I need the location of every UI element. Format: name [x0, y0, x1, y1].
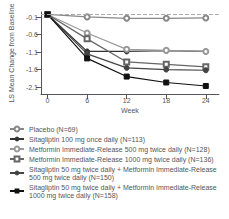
svg-text:6: 6	[85, 97, 89, 104]
svg-text:Placebo (N=69): Placebo (N=69)	[29, 126, 78, 134]
svg-text:Sitagliptin 100 mg once daily: Sitagliptin 100 mg once daily (N=113)	[29, 136, 145, 144]
svg-text:24: 24	[202, 97, 210, 104]
svg-text:-1.6: -1.6	[26, 66, 38, 73]
svg-text:-1.1: -1.1	[26, 49, 38, 56]
svg-text:18: 18	[162, 97, 170, 104]
svg-text:Sitagliptin 50 mg twice daily: Sitagliptin 50 mg twice daily + Metformi…	[29, 184, 219, 192]
svg-text:Sitagliptin 50 mg twice daily: Sitagliptin 50 mg twice daily + Metformi…	[29, 166, 219, 174]
svg-text:500 mg twice daily (N=150): 500 mg twice daily (N=150)	[29, 174, 114, 182]
svg-text:Metformin Immediate-Release 50: Metformin Immediate-Release 500 mg twice…	[29, 146, 210, 154]
svg-text:1000 mg twice daily (N=158): 1000 mg twice daily (N=158)	[29, 192, 118, 200]
svg-text:-2.1: -2.1	[26, 84, 38, 91]
svg-text:Metformin Immediate-Release 10: Metformin Immediate-Release 1000 mg twic…	[29, 156, 214, 164]
svg-text:Week: Week	[121, 107, 139, 114]
svg-text:LS Mean Change from Baseline: LS Mean Change from Baseline	[8, 3, 16, 102]
svg-text:12: 12	[123, 97, 131, 104]
svg-text:0: 0	[46, 97, 50, 104]
svg-text:-0.6: -0.6	[26, 31, 38, 38]
svg-text:-0.1: -0.1	[26, 14, 38, 21]
